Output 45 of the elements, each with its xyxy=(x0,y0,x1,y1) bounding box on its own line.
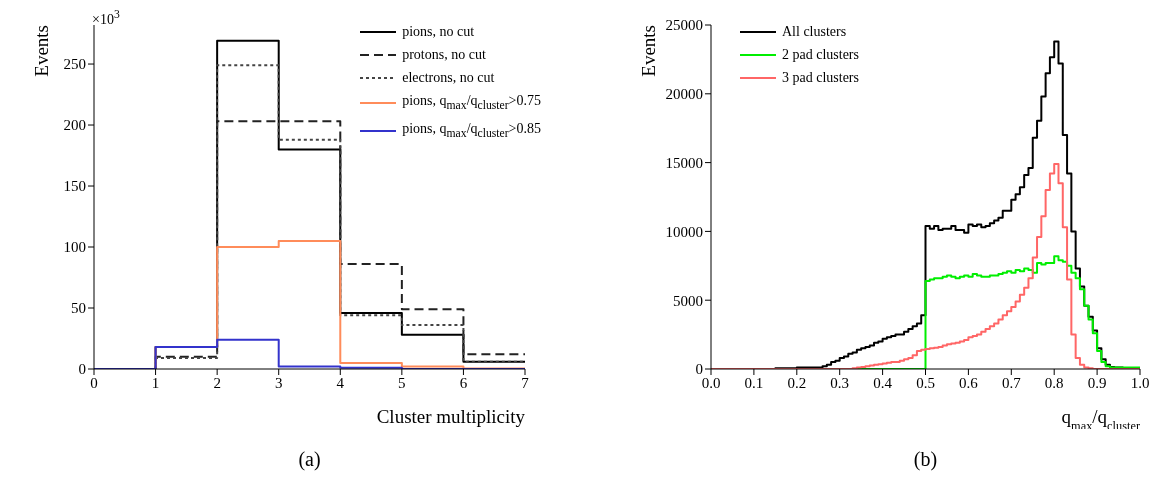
text: (b) xyxy=(912,448,939,471)
x-tick-label: 0.6 xyxy=(959,374,979,391)
x-tick-label: 0.3 xyxy=(830,374,850,391)
x-tick-label: 0.2 xyxy=(787,374,807,391)
y-tick-label: 10000 xyxy=(665,223,703,240)
legend-label: pions, no cut xyxy=(402,23,475,41)
x-tick-label: 0 xyxy=(90,374,98,391)
x-tick-label: 0.7 xyxy=(1001,374,1022,391)
legend-label: All clusters xyxy=(782,23,847,41)
legend-label: protons, no cut xyxy=(402,46,486,64)
x-tick-label: 0.4 xyxy=(873,374,893,391)
legend-label: 2 pad clusters xyxy=(782,46,859,64)
legend-label: pions, q$_{max}$/q$_{cluster}$>0.75 xyxy=(402,92,541,114)
x-tick-label: 5 xyxy=(398,374,406,391)
x-tick-label: 1.0 xyxy=(1130,374,1150,391)
x-tick-label: 0.8 xyxy=(1044,374,1064,391)
x-tick-label: 0.1 xyxy=(744,374,764,391)
y-tick-label: 250 xyxy=(63,56,86,73)
y-axis-title: Events xyxy=(31,25,52,77)
y-tick-label: 100 xyxy=(63,239,86,256)
y-axis-title: Events xyxy=(638,25,659,77)
y-tick-label: 15000 xyxy=(665,154,703,171)
legend-label: 3 pad clusters xyxy=(782,69,859,87)
y-tick-label: 150 xyxy=(63,178,86,195)
x-tick-label: 0.5 xyxy=(916,374,935,391)
y-tick-label: 0 xyxy=(695,361,703,378)
y-tick-label: 0 xyxy=(78,361,86,378)
x-tick-label: 6 xyxy=(459,374,468,391)
legend-label: electrons, no cut xyxy=(402,69,495,87)
y-tick-label: 20000 xyxy=(665,86,703,103)
x-tick-label: 3 xyxy=(274,374,283,391)
x-tick-label: 0.0 xyxy=(701,374,721,391)
text: (a) xyxy=(297,448,322,471)
x-axis-title: Cluster multiplicity xyxy=(376,406,526,427)
x-tick-label: 1 xyxy=(151,374,160,391)
x-tick-label: 0.9 xyxy=(1087,374,1107,391)
x-tick-label: 2 xyxy=(213,374,221,391)
x-tick-label: 7 xyxy=(521,374,530,391)
annotation: ×10$^{3}$ xyxy=(92,8,120,28)
y-tick-label: 200 xyxy=(63,117,86,134)
y-tick-label: 5000 xyxy=(673,292,703,309)
legend-label: pions, q$_{max}$/q$_{cluster}$>0.85 xyxy=(402,119,541,142)
y-tick-label: 50 xyxy=(71,300,86,317)
y-tick-label: 25000 xyxy=(665,17,703,34)
x-tick-label: 4 xyxy=(336,374,345,391)
